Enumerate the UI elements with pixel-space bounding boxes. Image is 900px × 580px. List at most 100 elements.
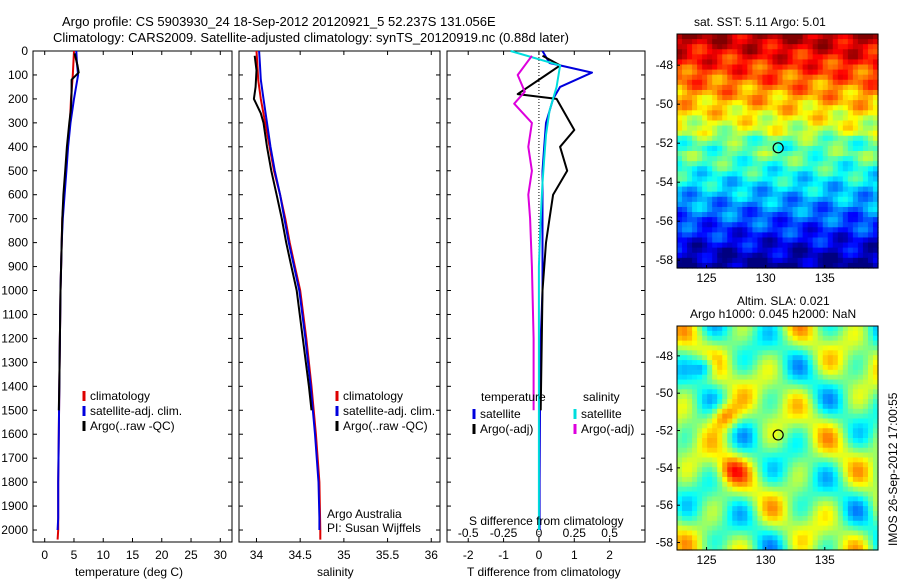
sla-map-cell	[687, 486, 693, 493]
sst-map-cell	[677, 161, 683, 167]
sla-map-cell	[837, 535, 844, 541]
sla-map-cell	[742, 496, 748, 502]
sst-map-cell	[707, 89, 713, 96]
sst-map-cell	[697, 95, 703, 101]
sla-map-cell	[797, 423, 804, 429]
sla-map-cell	[757, 501, 764, 507]
sla-map-cell	[857, 369, 864, 376]
sst-map-cell	[752, 110, 759, 116]
sst-map-cell	[722, 89, 728, 96]
sst-map-cell	[777, 252, 784, 259]
sst-map-cell	[837, 105, 844, 111]
sst-map-cell	[702, 120, 708, 127]
sla-map-cell	[727, 545, 733, 551]
sst-map-cell	[692, 44, 698, 50]
sst-map-cell	[742, 125, 748, 132]
sst-map-cell	[687, 242, 693, 249]
sla-map-cell	[727, 530, 733, 536]
sla-map-cell	[762, 491, 769, 498]
sst-map-cell	[837, 217, 844, 223]
sst-map-cell	[837, 39, 844, 45]
sst-map-argo-marker	[772, 142, 784, 154]
sla-map-cell	[697, 535, 703, 541]
sst-map-cell	[832, 140, 839, 147]
sla-map-cell	[767, 462, 774, 468]
sla-map-cell	[857, 384, 864, 390]
sst-map-cell	[872, 64, 879, 71]
sla-map-cell	[722, 442, 728, 449]
sst-map-cell	[772, 145, 779, 152]
sst-map-cell	[677, 232, 683, 239]
sst-map-cell	[692, 227, 698, 233]
sst-map-cell	[827, 54, 834, 61]
sla-map-cell	[712, 447, 718, 454]
sst-map-cell	[847, 130, 854, 137]
sla-map-cell	[677, 525, 683, 532]
sla-map-cell	[857, 379, 864, 386]
sst-map-cell	[717, 125, 723, 132]
sst-map-cell	[692, 110, 698, 116]
sst-map-cell	[707, 100, 713, 106]
sla-map-cell	[697, 438, 703, 444]
sst-map-cell	[867, 242, 874, 249]
sla-map-cell	[732, 525, 738, 532]
sst-map-cell	[852, 145, 859, 152]
sla-map-cell	[777, 530, 784, 536]
sla-map-cell	[687, 326, 693, 332]
sla-map-cell	[707, 457, 713, 463]
sst-map-cell	[717, 217, 723, 223]
sst-map-cell	[872, 120, 879, 127]
sla-map-cell	[747, 525, 753, 532]
sla-map-cell	[692, 433, 698, 439]
sla-map-cell	[697, 399, 703, 405]
sla-map-cell	[752, 384, 759, 390]
sst-map-cell	[802, 206, 809, 213]
sst-map-cell	[812, 39, 819, 45]
sla-map-cell	[757, 350, 764, 356]
sla-map-cell	[777, 481, 784, 488]
sst-map-cell	[817, 74, 824, 81]
sst-map-cell	[807, 201, 814, 208]
sst-map-cell	[872, 212, 879, 218]
sla-map-cell	[862, 457, 869, 463]
sla-map-cell	[697, 394, 703, 400]
sla-map-cell	[807, 384, 814, 390]
sst-map-cell	[822, 252, 829, 259]
sla-map-cell	[697, 374, 703, 381]
sst-map-cell	[747, 34, 753, 40]
sst-map-cell	[752, 95, 759, 101]
sla-map-cell	[752, 530, 759, 536]
sla-map-cell	[752, 438, 759, 444]
sla-map-cell	[737, 520, 743, 527]
sst-map-cell	[767, 34, 774, 40]
sla-map-cell	[747, 481, 753, 488]
sst-map-cell	[717, 206, 723, 213]
sst-map-cell	[687, 110, 693, 116]
sla-map-cell	[687, 452, 693, 459]
sst-map-cell	[747, 166, 753, 172]
sla-map-cell	[832, 491, 839, 498]
sla-map-cell	[867, 345, 874, 351]
sla-map-cell	[732, 369, 738, 376]
sla-map-cell	[742, 506, 748, 512]
sla-map-cell	[872, 355, 879, 361]
sla-map-cell	[702, 501, 708, 507]
sla-map-cell	[732, 360, 738, 366]
sla-map-cell	[752, 447, 759, 454]
sst-map-cell	[722, 186, 728, 193]
sst-map-cell	[807, 191, 814, 198]
sla-map-cell	[852, 418, 859, 424]
sla-map-cell	[862, 520, 869, 527]
sst-map-cell	[777, 95, 784, 101]
sst-map-cell	[847, 227, 854, 233]
sst-map-cell	[687, 105, 693, 111]
sla-map-cell	[762, 335, 769, 342]
sst-map-cell	[782, 196, 789, 203]
sst-map-cell	[727, 135, 733, 142]
sla-map-cell	[782, 330, 789, 337]
sst-map-cell	[827, 84, 834, 91]
sst-map-cell	[687, 120, 693, 127]
sla-map-cell	[742, 491, 748, 498]
sla-map-cell	[842, 515, 849, 522]
legend-label: climatology	[90, 389, 150, 403]
